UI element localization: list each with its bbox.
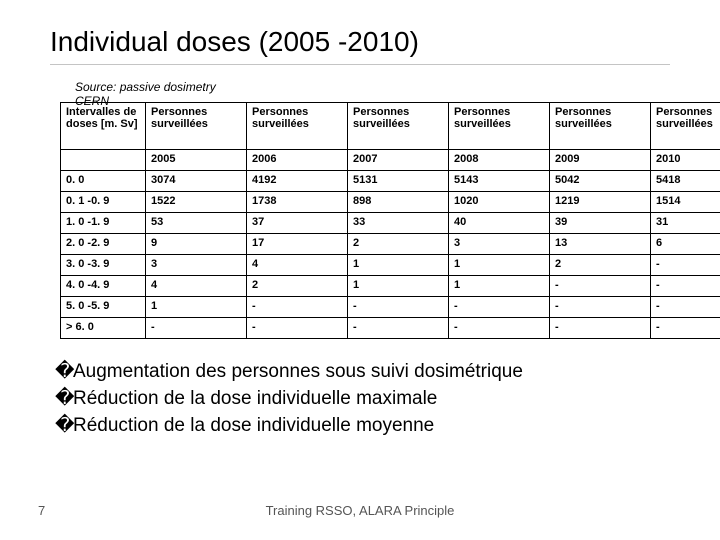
table-cell: 1219 bbox=[550, 192, 651, 213]
table-header-cell: Intervalles de doses [m. Sv] bbox=[61, 103, 146, 150]
table-cell: 4 bbox=[247, 255, 348, 276]
page-title: Individual doses (2005 -2010) bbox=[50, 26, 419, 58]
bullet-list: �Augmentation des personnes sous suivi d… bbox=[55, 360, 665, 440]
table-cell: 0. 1 -0. 9 bbox=[61, 192, 146, 213]
table-cell: - bbox=[550, 297, 651, 318]
table-cell: 1020 bbox=[449, 192, 550, 213]
table-cell: - bbox=[146, 318, 247, 339]
table-cell: - bbox=[651, 318, 720, 339]
table-header-cell: Personnes surveillées bbox=[550, 103, 651, 150]
table-cell: - bbox=[449, 318, 550, 339]
table-cell: 2006 bbox=[247, 150, 348, 171]
table-row: 0. 0307441925131514350425418 bbox=[61, 171, 720, 192]
table-cell: - bbox=[449, 297, 550, 318]
table-header-cell: Personnes surveillées bbox=[146, 103, 247, 150]
slide-root: Individual doses (2005 -2010) Source: pa… bbox=[0, 0, 720, 540]
table-cell: 5042 bbox=[550, 171, 651, 192]
table-cell: 1522 bbox=[146, 192, 247, 213]
bullet-item: �Réduction de la dose individuelle maxim… bbox=[55, 387, 665, 412]
table-cell: 1 bbox=[449, 255, 550, 276]
bullet-symbol-icon: � bbox=[55, 388, 73, 412]
table-cell: - bbox=[348, 318, 449, 339]
table-row: 3. 0 -3. 934112- bbox=[61, 255, 720, 276]
table-row: 4. 0 -4. 94211-- bbox=[61, 276, 720, 297]
table-cell: 1738 bbox=[247, 192, 348, 213]
table-cell: - bbox=[651, 255, 720, 276]
table-header-cell: Personnes surveillées bbox=[651, 103, 720, 150]
table-cell: 17 bbox=[247, 234, 348, 255]
table-cell: 2010 bbox=[651, 150, 720, 171]
dose-table: Intervalles de doses [m. Sv] Personnes s… bbox=[60, 102, 720, 339]
table-cell: 3. 0 -3. 9 bbox=[61, 255, 146, 276]
table-cell: 5131 bbox=[348, 171, 449, 192]
table-cell: 3 bbox=[146, 255, 247, 276]
table-cell: 2005 bbox=[146, 150, 247, 171]
table-cell: - bbox=[651, 297, 720, 318]
table-cell: 4192 bbox=[247, 171, 348, 192]
table-cell: 2 bbox=[247, 276, 348, 297]
table-cell: 31 bbox=[651, 213, 720, 234]
table-cell: 40 bbox=[449, 213, 550, 234]
bullet-symbol-icon: � bbox=[55, 415, 73, 439]
table-cell: 6 bbox=[651, 234, 720, 255]
table-cell: 3 bbox=[449, 234, 550, 255]
table-header-cell: Personnes surveillées bbox=[449, 103, 550, 150]
table-cell: 4. 0 -4. 9 bbox=[61, 276, 146, 297]
bullet-text: Réduction de la dose individuelle moyenn… bbox=[73, 415, 434, 436]
table-cell: 2008 bbox=[449, 150, 550, 171]
table-cell: 4 bbox=[146, 276, 247, 297]
dose-table-wrap: Intervalles de doses [m. Sv] Personnes s… bbox=[60, 102, 674, 339]
table-cell: 1. 0 -1. 9 bbox=[61, 213, 146, 234]
table-row: > 6. 0------ bbox=[61, 318, 720, 339]
table-cell: 0. 0 bbox=[61, 171, 146, 192]
bullet-text: Réduction de la dose individuelle maxima… bbox=[73, 388, 437, 409]
table-row: 200520062007200820092010 bbox=[61, 150, 720, 171]
table-body: 2005200620072008200920100. 0307441925131… bbox=[61, 150, 720, 339]
table-cell: 898 bbox=[348, 192, 449, 213]
table-cell: 2 bbox=[348, 234, 449, 255]
table-cell: 2007 bbox=[348, 150, 449, 171]
table-cell: 2009 bbox=[550, 150, 651, 171]
table-cell: 1514 bbox=[651, 192, 720, 213]
table-cell: 13 bbox=[550, 234, 651, 255]
bullet-symbol-icon: � bbox=[55, 361, 73, 385]
table-cell: 5143 bbox=[449, 171, 550, 192]
table-cell: 37 bbox=[247, 213, 348, 234]
table-header-cell: Personnes surveillées bbox=[348, 103, 449, 150]
table-cell: 33 bbox=[348, 213, 449, 234]
table-row: 0. 1 -0. 915221738898102012191514 bbox=[61, 192, 720, 213]
bullet-item: �Augmentation des personnes sous suivi d… bbox=[55, 360, 665, 385]
bullet-item: �Réduction de la dose individuelle moyen… bbox=[55, 414, 665, 439]
table-cell: 1 bbox=[146, 297, 247, 318]
table-cell: 5418 bbox=[651, 171, 720, 192]
table-cell: 3074 bbox=[146, 171, 247, 192]
table-cell: > 6. 0 bbox=[61, 318, 146, 339]
table-cell bbox=[61, 150, 146, 171]
table-cell: 2. 0 -2. 9 bbox=[61, 234, 146, 255]
table-cell: 5. 0 -5. 9 bbox=[61, 297, 146, 318]
table-cell: - bbox=[348, 297, 449, 318]
source-note-line1: Source: passive dosimetry bbox=[75, 80, 216, 94]
table-row: 5. 0 -5. 91----- bbox=[61, 297, 720, 318]
table-cell: 1 bbox=[348, 276, 449, 297]
title-underline bbox=[50, 64, 670, 65]
table-cell: - bbox=[550, 318, 651, 339]
table-cell: - bbox=[247, 297, 348, 318]
bullet-text: Augmentation des personnes sous suivi do… bbox=[73, 361, 523, 382]
table-cell: 9 bbox=[146, 234, 247, 255]
footer-text: Training RSSO, ALARA Principle bbox=[0, 503, 720, 518]
table-cell: - bbox=[247, 318, 348, 339]
table-row: 2. 0 -2. 991723136 bbox=[61, 234, 720, 255]
table-cell: 1 bbox=[348, 255, 449, 276]
table-cell: 39 bbox=[550, 213, 651, 234]
table-cell: 53 bbox=[146, 213, 247, 234]
table-header-cell: Personnes surveillées bbox=[247, 103, 348, 150]
table-cell: 1 bbox=[449, 276, 550, 297]
table-header-row: Intervalles de doses [m. Sv] Personnes s… bbox=[61, 103, 720, 150]
table-cell: - bbox=[550, 276, 651, 297]
table-cell: 2 bbox=[550, 255, 651, 276]
table-cell: - bbox=[651, 276, 720, 297]
table-row: 1. 0 -1. 9533733403931 bbox=[61, 213, 720, 234]
